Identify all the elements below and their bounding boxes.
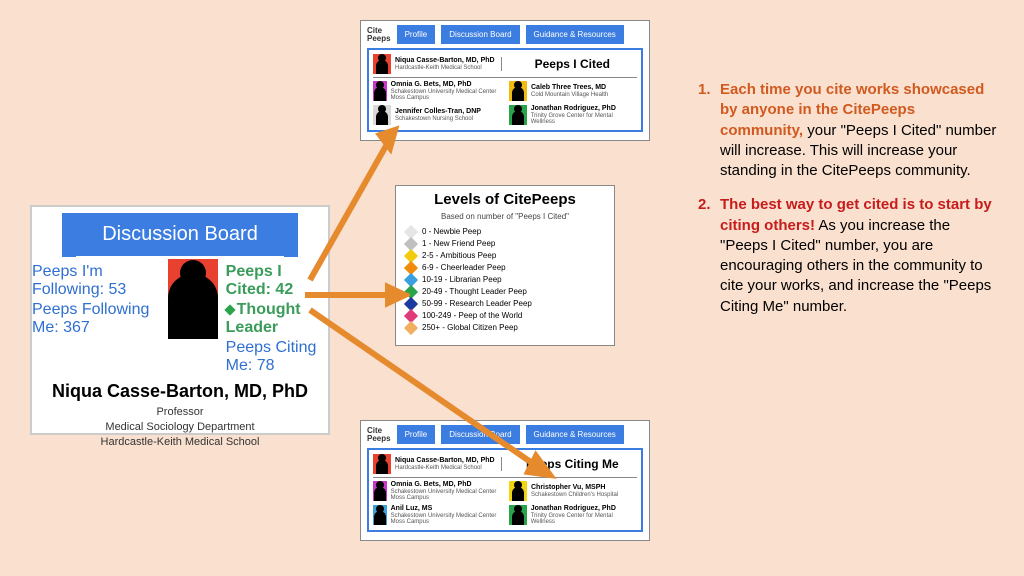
levels-sub: Based on number of "Peeps I Cited" xyxy=(406,212,604,221)
list-number: 1. xyxy=(698,80,711,100)
avatar-icon xyxy=(509,81,527,101)
followers-value: 367 xyxy=(63,319,90,336)
tab-profile[interactable]: Profile xyxy=(397,25,436,44)
header-person: Niqua Casse-Barton, MD, PhD Hardcastle-K… xyxy=(373,54,495,74)
explainer-text: 1. Each time you cite works showcased by… xyxy=(698,80,998,331)
list-item[interactable]: Caleb Three Trees, MDCold Mountain Villa… xyxy=(509,81,637,102)
diamond-icon xyxy=(224,304,235,315)
tab-sliver-left xyxy=(62,213,76,257)
profile-title: Professor xyxy=(32,405,328,420)
profile-avatar xyxy=(168,259,218,339)
tab-discussion[interactable]: Discussion Board xyxy=(441,25,519,44)
level-label: 0 - Newbie Peep xyxy=(422,227,481,236)
list-item[interactable]: Omnia G. Bets, MD, PhDSchakestown Univer… xyxy=(373,81,501,102)
panel-title: Peeps I Cited xyxy=(501,57,637,71)
level-label: 2-5 - Ambitious Peep xyxy=(422,251,496,260)
level-label: 20-49 - Thought Leader Peep xyxy=(422,287,527,296)
list-item[interactable]: Jonathan Rodriguez, PhDTrinity Grove Cen… xyxy=(509,105,637,126)
level-row: 1 - New Friend Peep xyxy=(406,239,604,249)
person-sub: Schakestown University Medical Center Mo… xyxy=(391,89,501,102)
profile-dept: Medical Sociology Department xyxy=(32,420,328,435)
following-label: Peeps I'm Following: xyxy=(32,263,104,298)
level-row: 20-49 - Thought Leader Peep xyxy=(406,287,604,297)
person-name: Jonathan Rodriguez, PhD xyxy=(531,105,637,113)
point-1: 1. Each time you cite works showcased by… xyxy=(698,80,998,181)
mini-nav: Cite Peeps Profile Discussion Board Guid… xyxy=(367,25,643,44)
discussion-board-button[interactable]: Discussion Board xyxy=(76,213,284,256)
tab-sliver-right xyxy=(284,213,298,257)
person-sub: Trinity Grove Center for Mental Wellness xyxy=(531,513,637,526)
profile-school: Hardcastle-Keith Medical School xyxy=(32,435,328,450)
level-row: 2-5 - Ambitious Peep xyxy=(406,251,604,261)
person-sub: Schakestown Children's Hospital xyxy=(531,492,618,499)
avatar-icon xyxy=(373,54,391,74)
header-name: Niqua Casse-Barton, MD, PhD xyxy=(395,57,495,65)
avatar-icon xyxy=(373,81,387,101)
person-name: Anil Luz, MS xyxy=(391,505,501,513)
person-name: Omnia G. Bets, MD, PhD xyxy=(391,81,501,89)
tab-guidance[interactable]: Guidance & Resources xyxy=(526,25,624,44)
header-school: Hardcastle-Keith Medical School xyxy=(395,65,495,72)
followers-label: Peeps Following Me: xyxy=(32,301,149,336)
level-row: 0 - Newbie Peep xyxy=(406,227,604,237)
avatar-icon xyxy=(509,505,527,525)
profile-header: Discussion Board xyxy=(32,207,328,257)
cited-label: Peeps I Cited: xyxy=(226,263,282,298)
levels-title: Levels of CitePeeps xyxy=(406,192,604,209)
person-sub: Schakestown University Medical Center Mo… xyxy=(391,489,501,502)
person-name: Caleb Three Trees, MD xyxy=(531,84,608,92)
level-label: Thought Leader xyxy=(226,301,301,336)
list-item[interactable]: Anil Luz, MSSchakestown University Medic… xyxy=(373,505,501,526)
profile-name: Niqua Casse-Barton, MD, PhD xyxy=(32,381,328,402)
profile-card: Discussion Board Peeps I'm Following: 53… xyxy=(30,205,330,435)
level-label: 6-9 - Cheerleader Peep xyxy=(422,263,506,272)
list-number: 2. xyxy=(698,195,711,215)
avatar-icon xyxy=(509,105,527,125)
level-label: 10-19 - Librarian Peep xyxy=(422,275,502,284)
person-sub: Schakestown University Medical Center Mo… xyxy=(391,513,501,526)
stats-left: Peeps I'm Following: 53 Peeps Following … xyxy=(32,263,160,339)
profile-subtitle: Professor Medical Sociology Department H… xyxy=(32,405,328,450)
list-item[interactable]: Jonathan Rodriguez, PhDTrinity Grove Cen… xyxy=(509,505,637,526)
level-row: 10-19 - Librarian Peep xyxy=(406,275,604,285)
arrow-icon xyxy=(300,300,560,490)
logo-icon: Cite Peeps xyxy=(367,27,391,43)
arrow-icon xyxy=(300,110,420,290)
cited-value: 42 xyxy=(275,281,293,298)
point-2: 2. The best way to get cited is to start… xyxy=(698,195,998,317)
person-sub: Cold Mountain Village Health xyxy=(531,92,608,99)
level-label: 1 - New Friend Peep xyxy=(422,239,495,248)
level-row: 6-9 - Cheerleader Peep xyxy=(406,263,604,273)
citing-value: 78 xyxy=(257,357,275,374)
person-sub: Trinity Grove Center for Mental Wellness xyxy=(531,113,637,126)
avatar-icon xyxy=(373,505,387,525)
person-name: Jonathan Rodriguez, PhD xyxy=(531,505,637,513)
following-value: 53 xyxy=(108,281,126,298)
